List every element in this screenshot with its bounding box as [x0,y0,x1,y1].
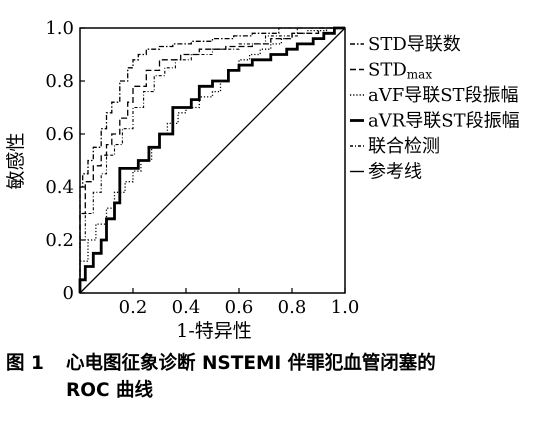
legend-label-5: 联合检测 [368,136,440,157]
x-tick-label: 0.4 [172,297,201,318]
y-tick-label: 0 [63,283,74,304]
legend-label-subscript: max [407,68,433,82]
y-tick-label: 1.0 [45,18,74,39]
legend-label-3: aVF导联ST段振幅 [368,85,519,106]
x-axis-ticks: 0.2 0.4 0.6 0.8 1.0 [79,288,360,318]
legend-label-2: STDmax [368,60,432,82]
figure-number: 图 1 [6,353,44,374]
legend-label-6: 参考线 [368,162,422,183]
series-line-1 [79,27,345,293]
roc-chart: 0.2 0.4 0.6 0.8 1.0 0 0.2 0.4 0.6 0.8 1.0 1-特异性 敏… [5,18,520,342]
series-line-2 [79,27,345,293]
y-axis-label: 敏感性 [5,132,27,189]
x-tick-label: 0.6 [225,297,254,318]
x-tick-label: 0.8 [278,297,307,318]
y-tick-label: 0.8 [45,71,74,92]
y-tick-label: 0.2 [45,230,74,251]
caption-line-1: 图 1 心电图征象诊断 NSTEMI 伴罪犯血管闭塞的 [6,350,546,377]
x-tick-label: 0.2 [119,297,148,318]
legend-label-1: STD导联数 [368,34,461,55]
x-axis-label: 1-特异性 [176,320,252,342]
series-line-5 [79,27,345,293]
caption-text-1: 心电图征象诊断 NSTEMI 伴罪犯血管闭塞的 [66,353,436,374]
series-line-6 [79,27,346,294]
y-tick-label: 0.4 [45,177,74,198]
legend-label-4: aVR导联ST段振幅 [368,111,520,132]
y-tick-label: 0.6 [45,124,74,145]
caption-line-2: ROC 曲线 [66,380,153,401]
x-tick-label: 1.0 [331,297,360,318]
y-axis-ticks: 0 0.2 0.4 0.6 0.8 1.0 [45,18,85,304]
plot-frame [79,27,346,294]
series-line-4 [78,26,345,293]
figure-caption: 图 1 心电图征象诊断 NSTEMI 伴罪犯血管闭塞的 ROC 曲线 [6,350,546,404]
plot-area [78,26,346,294]
